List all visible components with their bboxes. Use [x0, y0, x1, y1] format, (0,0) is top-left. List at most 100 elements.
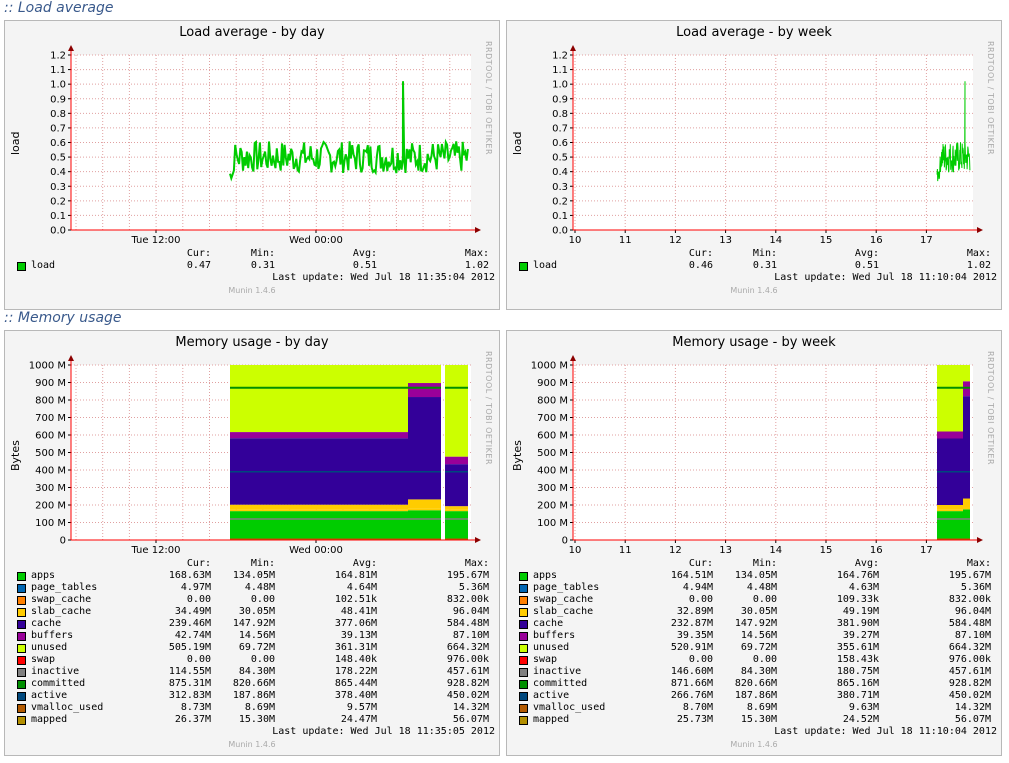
- legend-value-min: 84.30M: [238, 666, 275, 677]
- legend-item: slab_cache 32.89M 30.05M 49.19M 96.04M: [519, 606, 999, 618]
- legend-value-min: 134.05M: [232, 570, 275, 581]
- y-tick-label: 300 M: [35, 483, 66, 494]
- legend-value-min: 0.31: [250, 260, 275, 271]
- legend-swatch: [519, 596, 528, 605]
- legend-value-avg: 865.16M: [836, 678, 879, 689]
- slab-cache-area: [230, 504, 408, 510]
- legend-item: buffers 39.35M 14.56M 39.27M 87.10M: [519, 630, 999, 642]
- legend-value-avg: 109.33k: [836, 594, 879, 605]
- legend-value-min: 147.92M: [232, 618, 275, 629]
- legend-value-max: 584.48M: [948, 618, 991, 629]
- legend-header: Avg:: [854, 248, 879, 259]
- y-tick-label: 1.0: [552, 80, 568, 91]
- legend-value-cur: 164.51M: [670, 570, 713, 581]
- x-tick-label: 11: [619, 545, 632, 556]
- y-tick-label: 1.2: [552, 51, 568, 62]
- legend-value-max: 96.04M: [954, 606, 991, 617]
- legend-swatch: [519, 656, 528, 665]
- legend-value-cur: 875.31M: [168, 678, 211, 689]
- vmalloc-area: [445, 538, 468, 540]
- y-tick-label: 200 M: [35, 501, 66, 512]
- memory-week-graph[interactable]: Memory usage - by week RRDTOOL / TOBI OET…: [506, 330, 1002, 756]
- legend-value-avg: 380.71M: [836, 690, 879, 701]
- legend-name: swap: [533, 654, 558, 665]
- legend-value-max: 450.02M: [948, 690, 991, 701]
- legend-value-cur: 0.00: [688, 654, 713, 665]
- legend-value-avg: 148.40k: [334, 654, 377, 665]
- legend-value-max: 832.00k: [948, 594, 991, 605]
- rrdtool-credit: RRDTOOL / TOBI OETIKER: [484, 351, 493, 466]
- legend-name: load: [31, 260, 56, 271]
- x-tick-label: 17: [920, 545, 933, 556]
- x-tick-label: 13: [719, 235, 732, 246]
- y-tick-label: 0.9: [50, 94, 66, 105]
- apps-area: [408, 510, 441, 540]
- legend-value-max: 87.10M: [452, 630, 489, 641]
- legend-item: apps 164.51M 134.05M 164.76M 195.67M: [519, 570, 999, 582]
- legend-name: slab_cache: [533, 606, 594, 617]
- x-tick-label: 17: [920, 235, 933, 246]
- legend-header: Avg:: [854, 558, 879, 569]
- x-axis-arrow: [977, 537, 983, 543]
- y-tick-label: 300 M: [537, 483, 568, 494]
- legend-value-max: 450.02M: [446, 690, 489, 701]
- y-axis-arrow: [570, 355, 576, 361]
- y-axis-label: Bytes: [511, 439, 524, 471]
- legend-value-min: 0.00: [752, 594, 777, 605]
- legend-value-avg: 361.31M: [334, 642, 377, 653]
- legend-item: cache 232.87M 147.92M 381.90M 584.48M: [519, 618, 999, 630]
- y-tick-label: 400 M: [537, 466, 568, 477]
- legend-value-avg: 39.13M: [340, 630, 377, 641]
- legend-value-min: 30.05M: [238, 606, 275, 617]
- load-day-graph[interactable]: Load average - by day RRDTOOL / TOBI OETI…: [4, 20, 500, 310]
- legend-value-avg: 865.44M: [334, 678, 377, 689]
- legend-item: vmalloc_used 8.73M 8.69M 9.57M 14.32M: [17, 702, 497, 714]
- y-tick-label: 0: [60, 536, 66, 547]
- slab-cache-area: [963, 507, 970, 510]
- vmalloc-area: [937, 538, 963, 540]
- y-tick-label: 500 M: [35, 448, 66, 459]
- legend-item: unused 505.19M 69.72M 361.31M 664.32M: [17, 642, 497, 654]
- legend-swatch: [519, 584, 528, 593]
- legend-item: active 266.76M 187.86M 380.71M 450.02M: [519, 690, 999, 702]
- munin-version: Munin 1.4.6: [228, 740, 276, 749]
- legend-value-cur: 25.73M: [676, 714, 713, 725]
- legend-value-max: 976.00k: [446, 654, 489, 665]
- legend-swatch: [17, 572, 26, 581]
- x-tick-label: 12: [669, 545, 682, 556]
- legend-item: inactive 146.60M 84.30M 180.75M 457.61M: [519, 666, 999, 678]
- memory-day-graph[interactable]: Memory usage - by day RRDTOOL / TOBI OETI…: [4, 330, 500, 756]
- legend-value-cur: 520.91M: [670, 642, 713, 653]
- legend-header: Avg:: [352, 248, 377, 259]
- y-tick-label: 700 M: [35, 413, 66, 424]
- legend-swatch: [17, 620, 26, 629]
- graph-title: Load average - by week: [676, 25, 832, 40]
- legend-name: swap: [31, 654, 56, 665]
- legend-name: mapped: [533, 714, 570, 725]
- legend-value-cur: 871.66M: [670, 678, 713, 689]
- y-axis-label: Bytes: [9, 439, 22, 471]
- legend-value-max: 14.32M: [954, 702, 991, 713]
- legend-value-min: 0.00: [250, 654, 275, 665]
- legend-item: page_tables 4.97M 4.48M 4.64M 5.36M: [17, 582, 497, 594]
- legend-value-cur: 0.00: [186, 594, 211, 605]
- legend-item: inactive 114.55M 84.30M 178.22M 457.61M: [17, 666, 497, 678]
- slab-cache-area: [230, 509, 408, 512]
- chart-svg: 0 100 M 200 M 300 M 400 M 500 M 600 M 700 M 800 …: [531, 355, 983, 556]
- load-week-graph[interactable]: Load average - by week RRDTOOL / TOBI OET…: [506, 20, 1002, 310]
- legend-value-max: 56.07M: [452, 714, 489, 725]
- legend-value-max: 457.61M: [446, 666, 489, 677]
- legend-swatch: [17, 608, 26, 617]
- munin-version: Munin 1.4.6: [228, 286, 276, 295]
- vmalloc-area: [408, 538, 441, 540]
- legend-name: load: [533, 260, 558, 271]
- legend-value-max: 1.02: [966, 260, 991, 271]
- legend-value-avg: 164.76M: [836, 570, 879, 581]
- chart-svg: 0.0 0.1 0.2 0.3 0.4 0.5 0.6 0.7 0.8 0.9 1.0 1.1 1.2 1…: [552, 45, 983, 246]
- x-tick-label: 16: [870, 545, 883, 556]
- legend-value-cur: 266.76M: [670, 690, 713, 701]
- apps-area: [937, 511, 963, 540]
- slab-cache-area: [445, 509, 468, 512]
- legend-value-max: 5.36M: [458, 582, 489, 593]
- legend-swatch: [519, 692, 528, 701]
